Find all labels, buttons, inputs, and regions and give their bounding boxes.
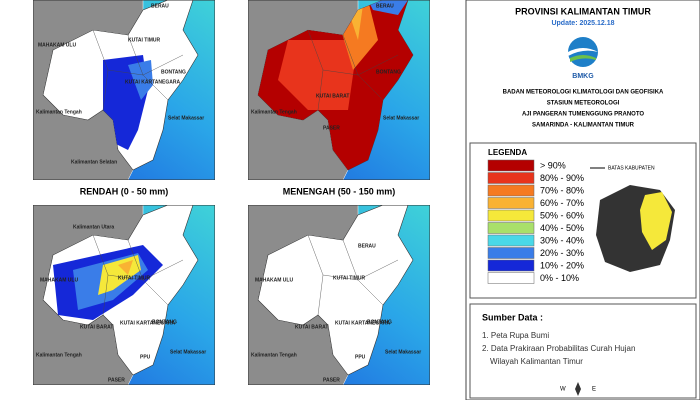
legend-swatch [487,247,535,259]
legend-label: 60% - 70% [540,198,584,208]
source-title: Sumber Data : [482,312,543,322]
map-label: Kalimantan Tengah [36,352,82,358]
map-label: KUTAI BARAT [80,324,113,330]
update: Update: 2025.12.18 [551,20,614,27]
map-label: Selat Makassar [168,115,204,121]
rain-area [368,0,408,15]
rain-overlay [53,245,163,320]
compass-w: W [560,387,566,393]
legend-swatch [487,184,535,197]
legend-label: 10% - 20% [540,260,584,270]
map-panel [248,0,430,180]
legend-swatch [487,222,535,234]
map-label: PASER [108,377,125,383]
legend-label: 20% - 30% [540,248,584,258]
compass-e: E [592,387,596,393]
map-label: BONTANG [367,319,392,325]
map-label: BERAU [376,3,394,9]
org-line: BADAN METEOROLOGI KLIMATOLOGI DAN GEOFIS… [503,90,664,96]
map-label: PPU [140,354,151,360]
legend-label: 0% - 10% [540,273,579,283]
legend-swatch [487,197,535,209]
province [257,205,414,376]
map-label: BERAU [151,3,169,9]
rain-overlay [103,55,153,150]
rain-area [278,40,358,110]
bmkg-logo [568,37,598,67]
map-label: Kalimantan Utara [73,224,114,230]
legend-swatch [487,172,535,184]
legend-box [469,142,697,299]
map-label: PASER [323,377,340,383]
map-label: PPU [355,354,366,360]
source-item: Wilayah Kalimantan Timur [490,357,583,366]
map-label: MAHAKAM ULU [40,277,78,283]
map-label: KUTAI KARTANEGARA [125,79,180,85]
district-lines [307,234,399,316]
map-label: KUTAI KARTANEGARA [120,320,175,326]
source-item: 2. Data Prakiraan Probabilitas Curah Huj… [482,344,635,353]
map-label: BERAU [358,243,376,249]
map-panel [248,205,430,385]
legend-label: > 90% [540,160,566,170]
map-label: Kalimantan Tengah [251,109,297,115]
legend-label: 80% - 90% [540,173,584,183]
compass-arrow [575,382,581,396]
legend-label: 50% - 60% [540,210,584,220]
legend-label: 40% - 50% [540,223,584,233]
map-label: BONTANG [376,69,401,75]
legend-title: LEGENDA [488,148,527,157]
boundary-label: BATAS KABUPATEN [608,165,655,171]
map-label: Selat Makassar [170,349,206,355]
source-item: 1. Peta Rupa Bumi [482,331,549,340]
legend-swatch [487,209,535,222]
legend-label: 30% - 40% [540,235,584,245]
map-panel [33,0,215,180]
title: PROVINSI KALIMANTAN TIMUR [515,6,651,16]
rain-area [118,260,133,275]
map-label: KUTAI BARAT [295,324,328,330]
map-label: Kalimantan Tengah [251,352,297,358]
map-label: PASER [323,125,340,131]
map-label: MAHAKAM ULU [38,42,76,48]
logo-text: BMKG [572,73,594,80]
org-line: STASIUN METEOROLOGI [547,101,620,107]
map-label: KUTAI TIMUR [128,37,161,43]
district-lines [92,234,184,316]
panel-caption: RENDAH (0 - 50 mm) [80,186,169,196]
map-label: Kalimantan Tengah [36,109,82,115]
inset-map [588,167,690,285]
map-label: MAHAKAM ULU [255,277,293,283]
panel-caption: MENENGAH (50 - 150 mm) [283,186,396,196]
map-label: Kalimantan Selatan [71,159,117,165]
legend-label: 70% - 80% [540,185,584,195]
map-label: KUTAI KARTANEGARA [335,320,390,326]
legend-swatch [487,259,535,272]
map-label: BONTANG [152,319,177,325]
map-label: Selat Makassar [383,115,419,121]
map-panel [33,205,215,385]
district-lines [92,29,184,111]
map-label: Selat Makassar [385,349,421,355]
legend-swatch [487,234,535,247]
district-lines [307,29,399,111]
map-label: BONTANG [161,69,186,75]
legend-swatch [487,159,535,172]
map-label: KUTAI TIMUR [118,275,151,281]
org-line: SAMARINDA - KALIMANTAN TIMUR [532,123,635,129]
legend-swatch [487,272,535,284]
source-box [469,303,697,399]
org-line: AJI PANGERAN TUMENGGUNG PRANOTO [522,112,644,118]
map-label: KUTAI TIMUR [333,275,366,281]
rain-area [128,60,153,100]
map-label: KUTAI BARAT [316,93,349,99]
